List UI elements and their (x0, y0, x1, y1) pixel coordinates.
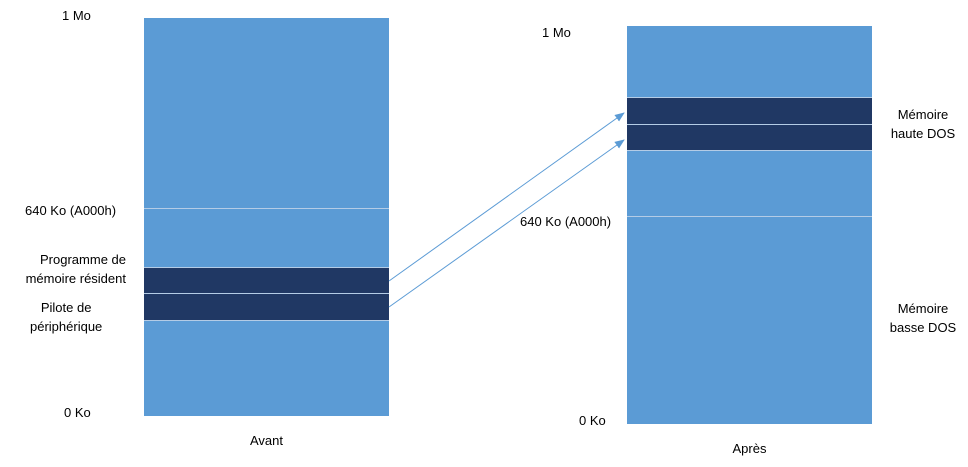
before-driver-label-line2: périphérique (30, 319, 103, 334)
before-tsr-label: Programme de mémoire résident (26, 250, 126, 288)
before-driver-label: Pilote de périphérique (30, 298, 102, 336)
after-bottom-label: 0 Ko (579, 413, 606, 428)
after-640k-divider (627, 216, 872, 217)
after-upper-label-line1: Mémoire (897, 107, 949, 122)
before-driver-block (144, 293, 389, 321)
after-top-label: 1 Mo (542, 25, 571, 40)
before-tsr-block (144, 267, 389, 294)
before-caption: Avant (249, 433, 283, 448)
after-caption: Après (732, 441, 767, 456)
before-640k-divider (144, 208, 389, 209)
before-driver-label-line1: Pilote de (40, 300, 92, 315)
after-upper-block-2 (627, 124, 872, 151)
after-memory-column (627, 26, 872, 424)
before-boundary-label: 640 Ko (A000h) (25, 203, 117, 218)
tsr-relocation-arrow (388, 112, 625, 282)
after-lower-label: Mémoire basse DOS (880, 299, 966, 337)
after-upper-block-1 (627, 97, 872, 125)
after-boundary-label: 640 Ko (A000h) (520, 214, 612, 229)
after-lower-label-line1: Mémoire (897, 301, 949, 316)
after-lower-label-line2: basse DOS (889, 320, 957, 335)
after-upper-label-line2: haute DOS (890, 126, 956, 141)
after-upper-label: Mémoire haute DOS (880, 105, 966, 143)
before-memory-column (144, 18, 389, 416)
before-bottom-label: 0 Ko (64, 405, 91, 420)
before-tsr-label-line2: mémoire résident (25, 271, 126, 286)
before-tsr-label-line1: Programme de (40, 252, 126, 267)
before-top-label: 1 Mo (62, 8, 91, 23)
